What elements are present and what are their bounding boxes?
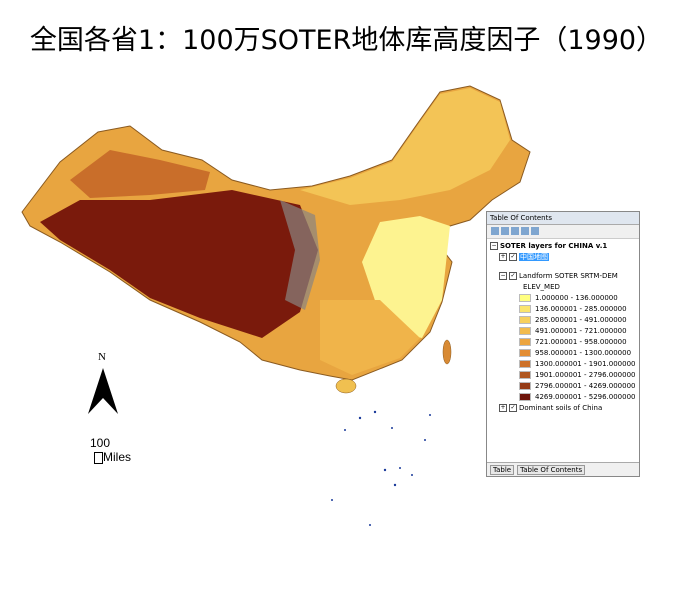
layer-checkbox[interactable]: ✓	[509, 253, 517, 261]
layer-name[interactable]: Dominant soils of China	[519, 404, 603, 412]
legend-label: 491.000001 - 721.000000	[535, 327, 627, 335]
toc-tab[interactable]: Table	[490, 465, 515, 475]
legend-label: 2796.000001 - 4269.000000	[535, 382, 636, 390]
root-label: SOTER layers for CHINA v.1	[500, 242, 608, 250]
legend-swatch	[519, 305, 531, 313]
toc-tabs: Table Table Of Contents	[487, 462, 639, 476]
layer-name[interactable]: 中国地图	[519, 253, 549, 261]
layer-name[interactable]: Landform SOTER SRTM-DEM	[519, 272, 618, 280]
legend-class: 491.000001 - 721.000000	[519, 326, 627, 336]
legend-class: 1901.000001 - 2796.000000	[519, 370, 636, 380]
toc-header: Table Of Contents	[487, 212, 639, 225]
north-arrow	[88, 368, 118, 414]
toc-panel: Table Of Contents − SOTER layers for CHIN…	[486, 211, 640, 477]
legend-label: 958.000001 - 1300.000000	[535, 349, 632, 357]
layer-checkbox[interactable]: ✓	[509, 272, 517, 280]
legend-label: 4269.000001 - 5296.000000	[535, 393, 636, 401]
north-plateau	[300, 88, 510, 205]
legend-swatch	[519, 393, 531, 401]
tool-button[interactable]	[511, 227, 519, 235]
legend-swatch	[519, 371, 531, 379]
hainan	[335, 378, 357, 394]
toc-field: ELEV_MED	[523, 282, 560, 292]
legend-class: 4269.000001 - 5296.000000	[519, 392, 636, 402]
legend-swatch	[519, 316, 531, 324]
toc-layer: − ✓ Landform SOTER SRTM-DEM	[499, 271, 618, 281]
expander[interactable]: +	[499, 253, 507, 261]
tibet-plateau	[40, 190, 318, 338]
north-label: N	[98, 351, 106, 363]
legend-swatch	[519, 360, 531, 368]
map-title: 全国各省1：100万SOTER地体库高度因子（1990）	[29, 25, 664, 56]
legend-label: 136.000001 - 285.000000	[535, 305, 627, 313]
legend-label: 721.000001 - 958.000000	[535, 338, 627, 346]
legend-swatch	[519, 327, 531, 335]
south-hills	[320, 300, 420, 375]
legend-swatch	[519, 382, 531, 390]
expander[interactable]: +	[499, 404, 507, 412]
legend-label: 1.000000 - 136.000000	[535, 294, 618, 302]
xinjiang-basin	[70, 150, 210, 198]
layer-checkbox[interactable]: ✓	[509, 404, 517, 412]
scale-bar: 100 Miles	[90, 436, 131, 464]
legend-label: 285.000001 - 491.000000	[535, 316, 627, 324]
legend-class: 721.000001 - 958.000000	[519, 337, 627, 347]
scale-value: 100	[90, 436, 111, 450]
legend-class: 136.000001 - 285.000000	[519, 304, 627, 314]
tool-button[interactable]	[501, 227, 509, 235]
tool-button[interactable]	[491, 227, 499, 235]
scale-box	[94, 451, 103, 464]
legend-swatch	[519, 294, 531, 302]
expander[interactable]: −	[490, 242, 498, 250]
legend-class: 2796.000001 - 4269.000000	[519, 381, 636, 391]
toc-tab[interactable]: Table Of Contents	[517, 465, 586, 475]
tool-button[interactable]	[521, 227, 529, 235]
legend-label: 1901.000001 - 2796.000000	[535, 371, 636, 379]
legend-class: 958.000001 - 1300.000000	[519, 348, 631, 358]
toc-root: − SOTER layers for CHINA v.1	[490, 241, 607, 251]
expander[interactable]: −	[499, 272, 507, 280]
scale-unit-row: Miles	[90, 450, 131, 464]
legend-class: 1300.000001 - 1901.000000	[519, 359, 636, 369]
scale-unit: Miles	[103, 450, 132, 464]
field-name: ELEV_MED	[523, 283, 560, 291]
tool-button[interactable]	[531, 227, 539, 235]
legend-label: 1300.000001 - 1901.000000	[535, 360, 636, 368]
legend-swatch	[519, 349, 531, 357]
legend-class: 285.000001 - 491.000000	[519, 315, 627, 325]
legend-swatch	[519, 338, 531, 346]
toc-layer: + ✓ 中国地图	[499, 252, 549, 262]
toc-toolbar	[487, 225, 639, 239]
south-sea-islands	[331, 410, 431, 526]
legend-class: 1.000000 - 136.000000	[519, 293, 618, 303]
mountain-grey	[280, 200, 320, 310]
toc-body: − SOTER layers for CHINA v.1 + ✓ 中国地图 − ✓ Landf…	[487, 239, 639, 462]
toc-layer: + ✓ Dominant soils of China	[499, 403, 602, 413]
taiwan	[442, 339, 452, 365]
